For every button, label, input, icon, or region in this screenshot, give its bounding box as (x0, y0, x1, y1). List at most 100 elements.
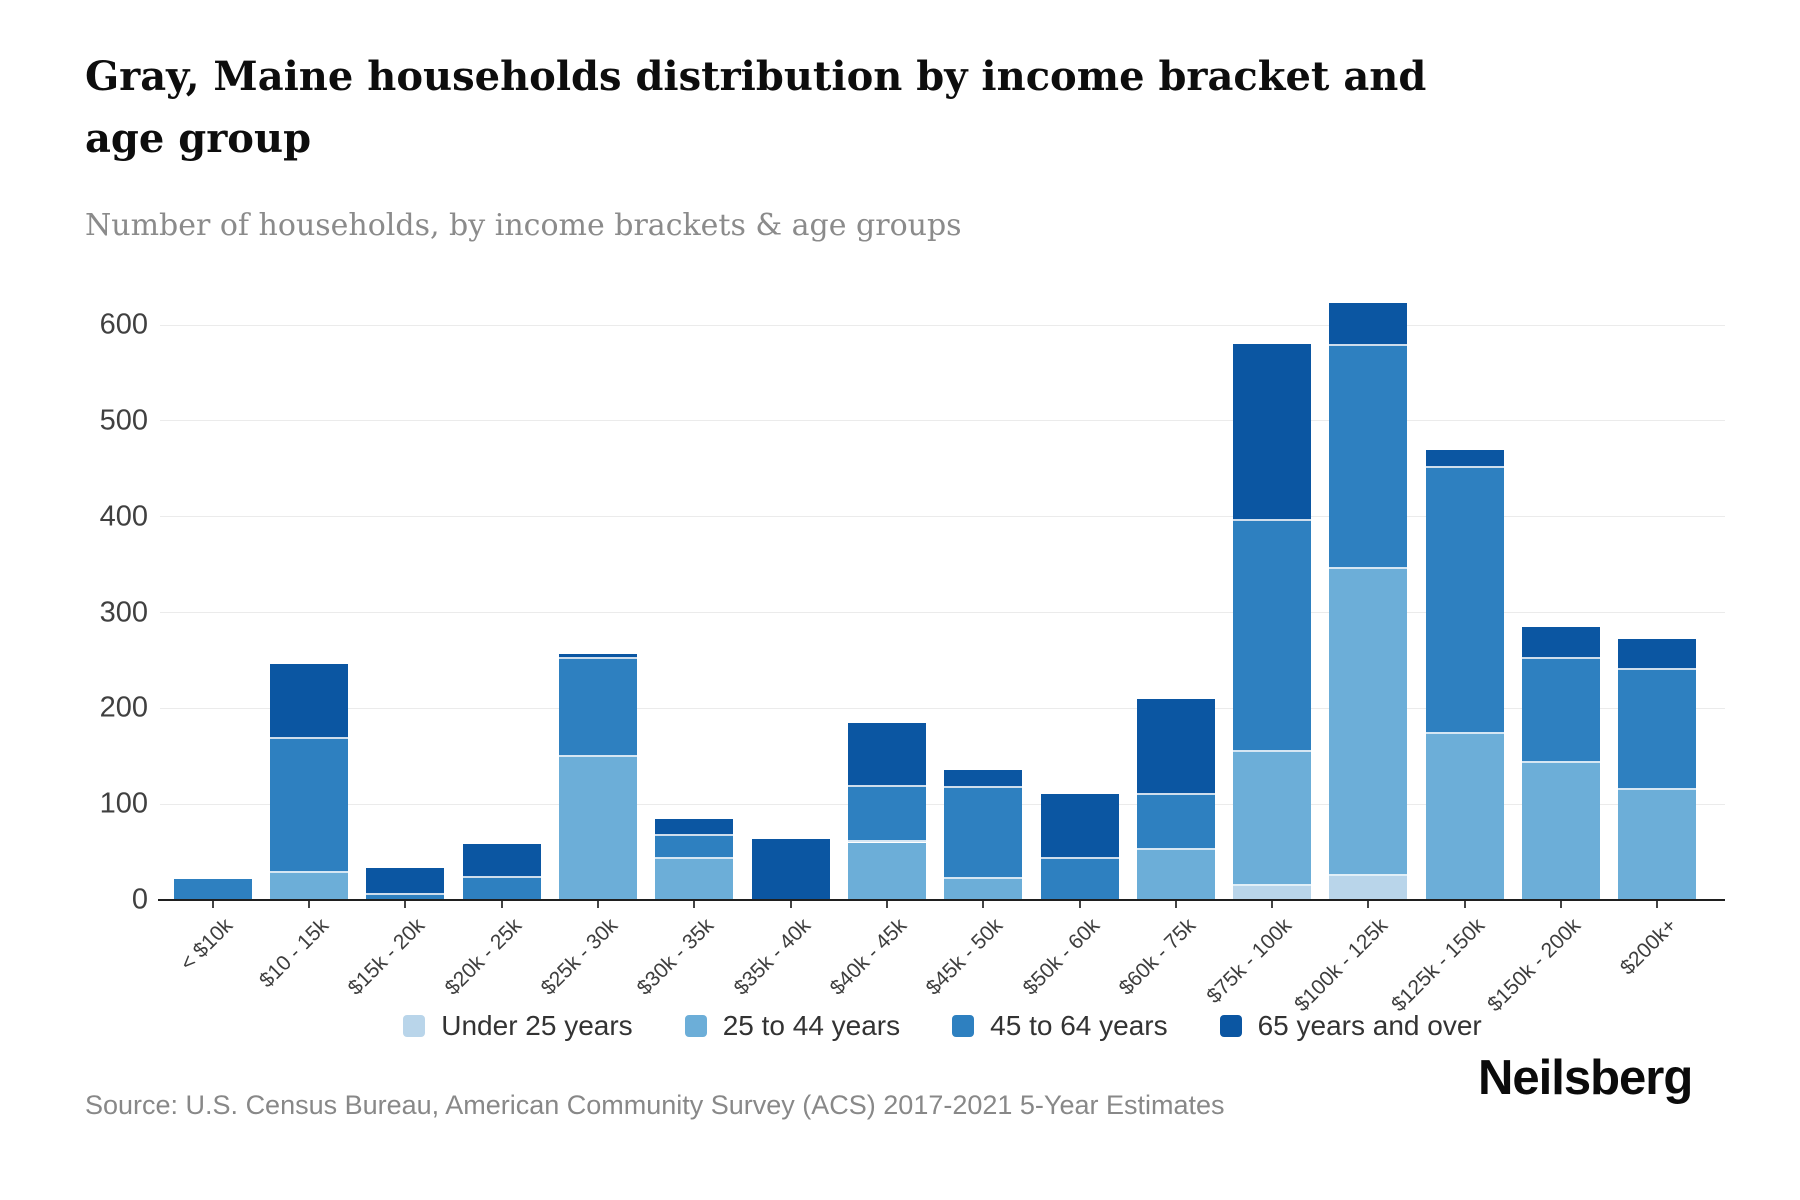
gridline (160, 804, 1725, 805)
legend-label: 65 years and over (1257, 1010, 1482, 1041)
bar-$150k - 200k (1522, 0, 1600, 1200)
bar-segment-Under 25 years[interactable] (1233, 885, 1312, 900)
bar-segment-45 to 64 years[interactable] (366, 895, 445, 900)
legend-item-45 to 64 years[interactable]: 45 to 64 years (952, 1010, 1168, 1042)
x-axis-tick (693, 901, 696, 908)
y-axis-tick-label: 100 (99, 787, 148, 820)
x-axis-tick (1560, 901, 1562, 908)
bar-$20k - 25k (462, 0, 541, 1200)
legend-label: 45 to 64 years (990, 1010, 1168, 1041)
bar-segment-65 years and over[interactable] (751, 838, 830, 900)
y-axis-tick-label: 0 (131, 883, 148, 916)
bar-segment-45 to 64 years[interactable] (1618, 670, 1697, 790)
bar-$35k - 40k (751, 0, 830, 1200)
bar-segment-65 years and over[interactable] (1618, 639, 1697, 670)
bar-segment-65 years and over[interactable] (1233, 344, 1312, 522)
bar-segment-25 to 44 years[interactable] (1425, 734, 1504, 900)
legend-item-Under 25 years[interactable]: Under 25 years (403, 1010, 633, 1042)
bar-segment-45 to 64 years[interactable] (1425, 467, 1504, 735)
bar-$25k - 30k (559, 0, 637, 1200)
bar-segment-Under 25 years[interactable] (1329, 876, 1408, 900)
x-axis-tick (982, 901, 985, 908)
bar-segment-45 to 64 years[interactable] (1040, 858, 1119, 900)
y-axis-tick-label: 200 (99, 691, 148, 724)
bar-segment-25 to 44 years[interactable] (1522, 762, 1600, 900)
bar-segment-65 years and over[interactable] (462, 844, 541, 878)
bar-segment-65 years and over[interactable] (1329, 302, 1408, 347)
bar-$75k - 100k (1233, 0, 1312, 1200)
y-axis-tick-label: 500 (99, 404, 148, 437)
bar-segment-65 years and over[interactable] (270, 664, 349, 739)
bar-segment-25 to 44 years[interactable] (1618, 789, 1697, 900)
bar-segment-45 to 64 years[interactable] (1233, 521, 1312, 753)
legend-item-65 years and over[interactable]: 65 years and over (1219, 1010, 1482, 1042)
bar-segment-65 years and over[interactable] (847, 722, 926, 787)
x-axis-tick (1656, 901, 1659, 908)
bar-segment-65 years and over[interactable] (944, 769, 1023, 788)
bar-segment-25 to 44 years[interactable] (655, 858, 734, 900)
legend-label: Under 25 years (441, 1010, 633, 1041)
bar-segment-45 to 64 years[interactable] (847, 786, 926, 843)
source-note: Source: U.S. Census Bureau, American Com… (85, 1090, 1225, 1120)
bar-$60k - 75k (1136, 0, 1215, 1200)
gridline (160, 516, 1725, 517)
legend-swatch-icon (684, 1015, 707, 1037)
chart-legend: Under 25 years 25 to 44 years 45 to 64 yea… (160, 1010, 1725, 1042)
x-axis-tick (404, 901, 407, 908)
legend-item-25 to 44 years[interactable]: 25 to 44 years (684, 1010, 901, 1042)
bar-segment-65 years and over[interactable] (1522, 626, 1600, 660)
x-axis-tick (500, 901, 503, 908)
bar-segment-25 to 44 years[interactable] (847, 842, 926, 900)
bar-$125k - 150k (1425, 0, 1504, 1200)
bar-segment-65 years and over[interactable] (655, 818, 734, 836)
bar-segment-65 years and over[interactable] (1425, 449, 1504, 468)
bar-segment-65 years and over[interactable] (1136, 698, 1215, 795)
legend-label: 25 to 44 years (722, 1010, 901, 1041)
x-axis-tick (1271, 901, 1274, 908)
x-axis-tick (1174, 901, 1177, 908)
bar-$30k - 35k (655, 0, 734, 1200)
chart-title: Gray, Maine households distribution by i… (85, 53, 1427, 162)
bar-$50k - 60k (1040, 0, 1119, 1200)
bar-segment-45 to 64 years[interactable] (270, 739, 349, 874)
bar-$40k - 45k (847, 0, 926, 1200)
bar-$45k - 50k (944, 0, 1023, 1200)
y-axis-tick-label: 600 (99, 308, 148, 341)
bar-segment-45 to 64 years[interactable] (1329, 346, 1408, 570)
x-axis-tick (597, 901, 599, 908)
bar-segment-25 to 44 years[interactable] (270, 873, 349, 900)
legend-swatch-icon (1219, 1015, 1242, 1037)
gridline (160, 708, 1725, 709)
bar-segment-45 to 64 years[interactable] (1522, 659, 1600, 763)
x-axis-tick (211, 901, 214, 908)
bar-segment-25 to 44 years[interactable] (559, 757, 637, 900)
bar-$10 - 15k (270, 0, 349, 1200)
chart-subtitle: Number of households, by income brackets… (85, 208, 962, 243)
bar-segment-65 years and over[interactable] (1040, 793, 1119, 859)
x-axis-tick (1078, 901, 1081, 908)
bar-< $10k (173, 0, 252, 1200)
bar-segment-45 to 64 years[interactable] (559, 659, 637, 758)
bar-$200k+ (1618, 0, 1697, 1200)
bar-segment-45 to 64 years[interactable] (462, 877, 541, 900)
bar-segment-25 to 44 years[interactable] (1233, 752, 1312, 886)
bar-segment-45 to 64 years[interactable] (655, 835, 734, 859)
x-axis-tick (1463, 901, 1466, 908)
legend-swatch-icon (952, 1015, 975, 1037)
bar-segment-65 years and over[interactable] (559, 653, 637, 660)
bar-$100k - 125k (1329, 0, 1408, 1200)
x-axis-line (158, 899, 1725, 901)
bar-segment-45 to 64 years[interactable] (173, 878, 252, 900)
bar-segment-45 to 64 years[interactable] (944, 787, 1023, 879)
bar-segment-45 to 64 years[interactable] (1136, 794, 1215, 851)
bar-segment-25 to 44 years[interactable] (1136, 850, 1215, 900)
bar-segment-25 to 44 years[interactable] (1329, 569, 1408, 877)
y-axis-tick-label: 400 (99, 500, 148, 533)
x-axis-tick (1367, 901, 1370, 908)
bar-segment-65 years and over[interactable] (366, 868, 445, 896)
gridline (160, 612, 1725, 613)
bar-segment-25 to 44 years[interactable] (944, 878, 1023, 900)
x-axis-tick (885, 901, 888, 908)
